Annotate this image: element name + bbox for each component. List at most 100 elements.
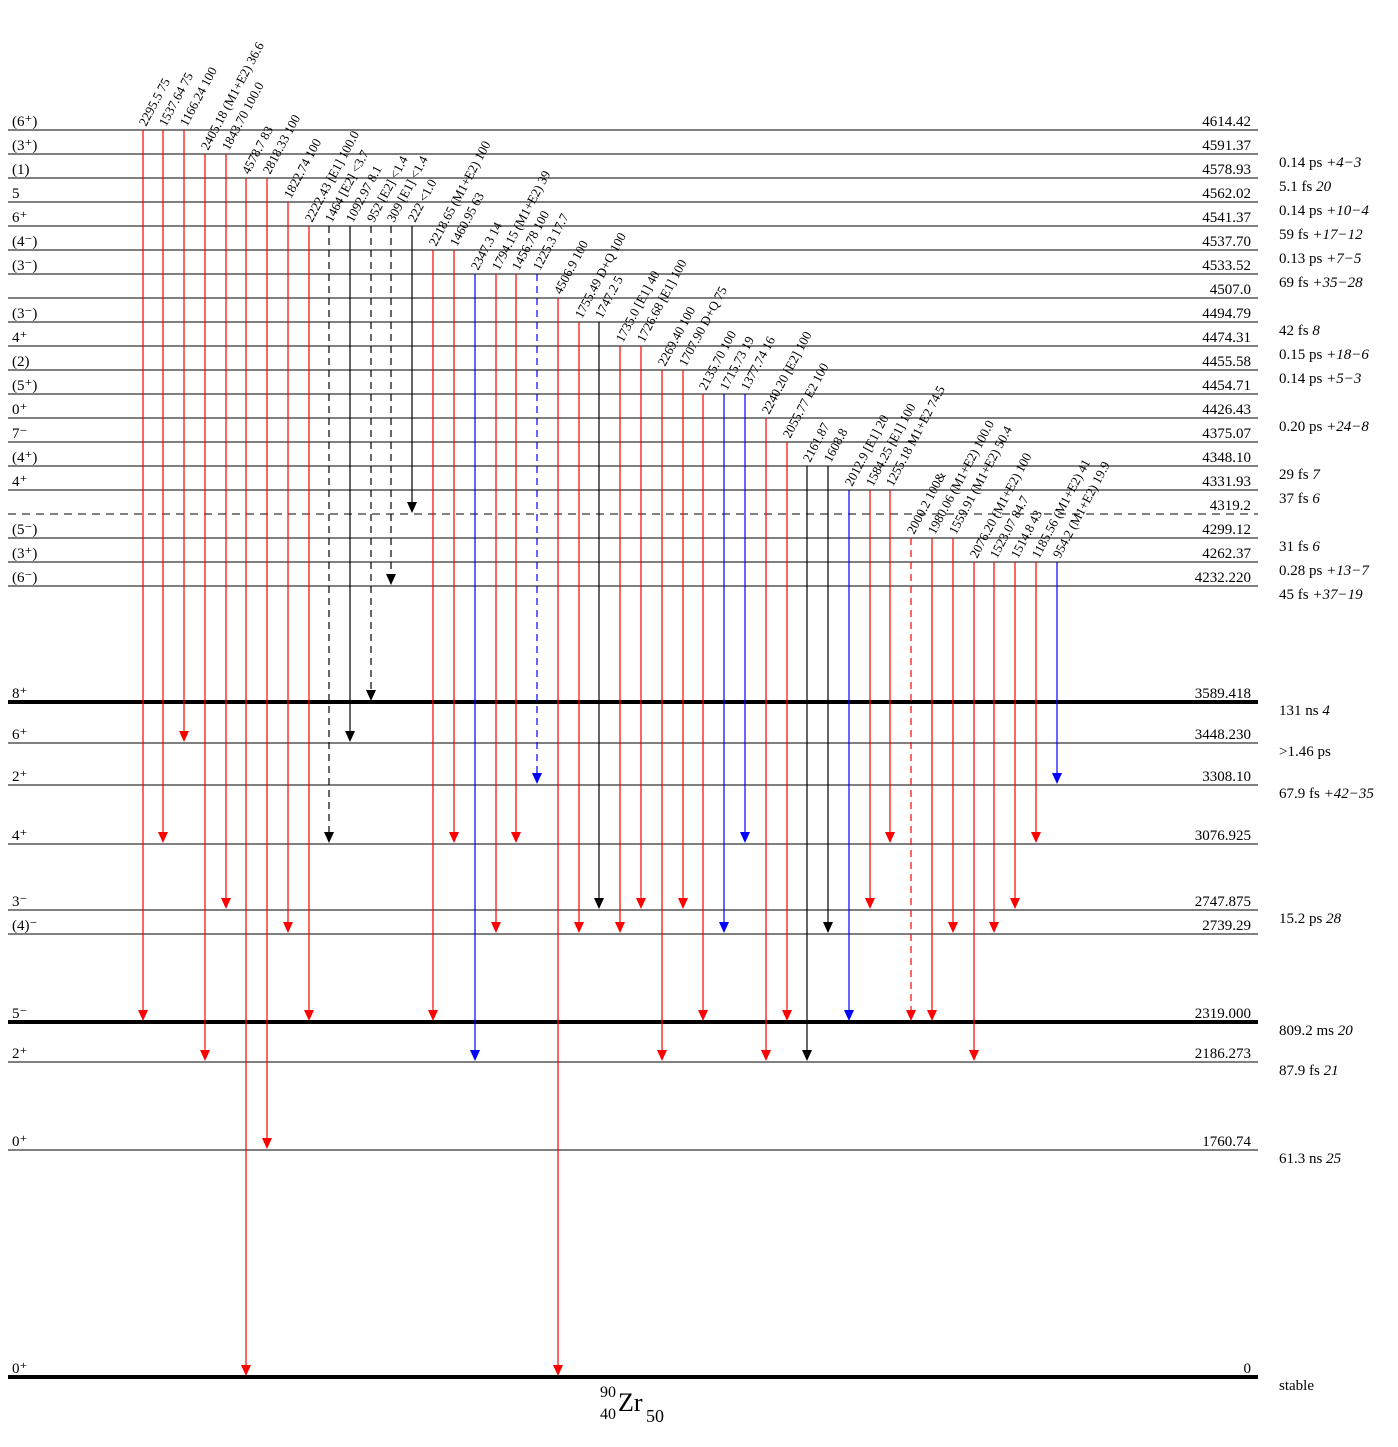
level-13: 7⁻ 4375.07 [8,426,1258,442]
transition-14: 2218.65 (M1+E2) 100 [425,138,493,1021]
level-22: 2⁺ 3308.10 67.9 fs +42−35 [8,769,1374,802]
arrowhead [1031,832,1041,843]
halflife-value: 59 fs [1279,227,1309,243]
arrowhead [927,1010,937,1021]
halflife-uncertainty: +7−5 [1322,251,1361,267]
level-energy: 4262.37 [1202,546,1251,562]
arrowhead [969,1050,979,1061]
level-halflife: 67.9 fs +42−35 [1279,786,1374,802]
level-spin: (5⁺) [12,378,37,394]
level-spin: 5⁻ [12,1006,27,1022]
transition-42: 1514.8 43 [1007,507,1045,909]
level-28: 0⁺ 1760.7461.3 ns 25 [8,1134,1342,1167]
level-spin: (3⁺) [12,546,37,562]
arrowhead [885,832,895,843]
level-spin: 6⁺ [12,727,27,743]
arrowhead [158,832,168,843]
transition-7: 1822.74 100 [280,136,324,933]
level-energy: 3076.925 [1195,828,1251,844]
arrowhead [802,1050,812,1061]
level-energy: 4614.42 [1202,114,1251,130]
halflife-value: 0.28 ps [1279,563,1323,579]
level-halflife: 45 fs +37−19 [1279,587,1363,603]
halflife-uncertainty: 28 [1322,911,1341,927]
level-energy: 3448.230 [1195,727,1251,743]
halflife-uncertainty: 6 [1309,539,1321,555]
level-19: (6⁻) 4232.22045 fs +37−19 [8,570,1363,603]
level-7: 4507.0 [8,282,1258,298]
level-spin: (5⁻) [12,522,37,538]
level-halflife: 0.14 ps +4−3 [1279,155,1361,171]
arrowhead [823,922,833,933]
atomic-number: 40 [600,1406,616,1424]
arrowhead [200,1050,210,1061]
transition-8: 2222.43 [E1] 100.0 [301,128,362,1021]
transition-1: 1537.64 75 [155,70,196,843]
level-25: (4)⁻ 2739.29 [8,918,1258,934]
level-energy: 3308.10 [1202,769,1251,785]
arrowhead [1010,898,1020,909]
transition-2: 1166.24 100 [176,64,220,742]
arrowhead [470,1050,480,1061]
level-spin: (4⁻) [12,234,37,250]
level-spin: 7⁻ [12,426,27,442]
halflife-value: 0.14 ps [1279,371,1323,387]
arrowhead [511,832,521,843]
transition-0: 2295.5 75 [135,75,173,1021]
level-halflife: 31 fs 6 [1279,539,1320,555]
level-halflife: 131 ns 4 [1279,703,1330,719]
transition-23: 1735.0 [E1] 40 [612,268,662,933]
level-spin: 6⁺ [12,210,27,226]
level-4: 6⁺ 4541.3759 fs +17−12 [8,210,1363,243]
arrowhead [179,731,189,742]
halflife-uncertainty: 8 [1309,323,1321,339]
halflife-value: 31 fs [1279,539,1309,555]
level-energy: 4454.71 [1202,378,1251,394]
level-energy: 4455.58 [1202,354,1251,370]
level-spin: 2⁺ [12,1046,27,1062]
arrowhead [594,898,604,909]
arrowhead [304,1010,314,1021]
arrowhead [698,1010,708,1021]
arrowhead [262,1138,272,1149]
level-spin: 5 [12,186,20,202]
level-energy: 2747.875 [1195,894,1251,910]
halflife-value: 29 fs [1279,467,1309,483]
halflife-uncertainty: +42−35 [1320,786,1374,802]
arrowhead [782,1010,792,1021]
halflife-value: 42 fs [1279,323,1309,339]
level-spin: (3⁺) [12,138,37,154]
level-halflife: 15.2 ps 28 [1279,911,1342,927]
level-2: (1) 4578.935.1 fs 20 [8,162,1332,195]
arrowhead [386,574,396,585]
level-halflife: 61.3 ns 25 [1279,1151,1342,1167]
transition-11: 952 [E2] <1.4 [363,153,411,701]
level-energy: 4474.31 [1202,330,1251,346]
halflife-value: 61.3 ns [1279,1151,1323,1167]
level-halflife: 0.15 ps +18−6 [1279,347,1369,363]
arrowhead [366,690,376,701]
arrowhead [574,922,584,933]
level-halflife: 69 fs +35−28 [1279,275,1363,291]
halflife-value: >1.46 ps [1279,744,1331,760]
halflife-uncertainty: +37−19 [1309,587,1363,603]
level-energy: 4299.12 [1202,522,1251,538]
level-energy: 3589.418 [1195,686,1251,702]
arrowhead [865,898,875,909]
level-halflife: >1.46 ps [1279,744,1331,760]
level-spin: (4⁺) [12,450,37,466]
level-halflife: stable [1279,1378,1314,1394]
halflife-uncertainty: +18−6 [1322,347,1369,363]
level-spin: (1) [12,162,30,178]
level-energy: 4375.07 [1202,426,1251,442]
halflife-value: stable [1279,1378,1314,1394]
halflife-value: 809.2 ms [1279,1023,1334,1039]
arrowhead [407,502,417,513]
transition-19: 1225.3 17.7 [529,210,571,784]
level-halflife: 29 fs 7 [1279,467,1321,483]
transition-6: 2818.33 100 [259,112,303,1149]
level-energy: 4591.37 [1202,138,1251,154]
arrowhead [657,1050,667,1061]
arrowhead [761,1050,771,1061]
arrowhead [532,773,542,784]
